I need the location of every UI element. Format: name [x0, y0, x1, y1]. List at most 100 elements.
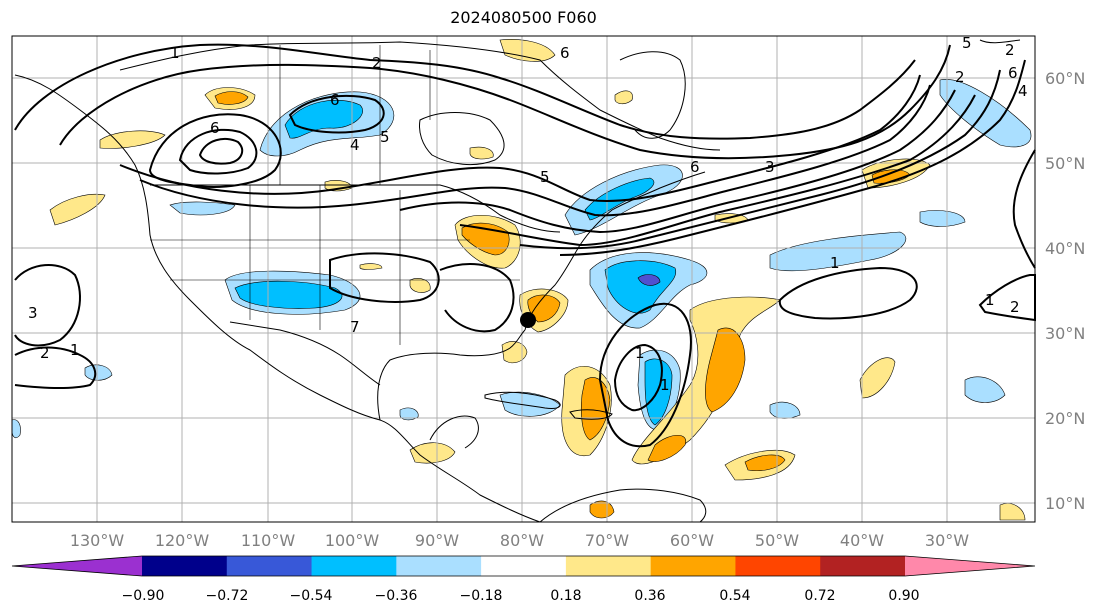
cbar-tick-label: −0.18 — [460, 588, 503, 604]
pos-region-pacific-2 — [99, 130, 166, 149]
pos-region-small-4 — [589, 500, 615, 519]
map-title: 2024080500 F060 — [450, 8, 597, 27]
contour-label: 6 — [690, 158, 700, 176]
cuba — [484, 391, 561, 409]
colorbar-segment — [565, 556, 652, 576]
lon-label: 50°W — [755, 531, 799, 550]
pos-region-east-2 — [859, 357, 896, 399]
neg-region-small-7 — [399, 407, 419, 421]
contour-caribbean-low-inner — [613, 343, 663, 412]
map-frame — [11, 35, 1036, 523]
pos-region-central-am — [409, 442, 456, 464]
latitude-labels: 60°N 50°N 40°N 30°N 20°N 10°N — [1045, 69, 1085, 513]
contour-low-w-inner2 — [198, 137, 244, 165]
contour-label: 2 — [1005, 41, 1015, 59]
contour-west-loop — [14, 263, 81, 347]
cbar-tick-label: −0.36 — [375, 588, 418, 604]
neg-region-small-2 — [964, 376, 1006, 403]
gulf-coast — [377, 329, 526, 421]
greenland-coast — [979, 39, 1021, 44]
neg-region-caribbean-core — [644, 358, 673, 426]
pos-region-small-9 — [359, 263, 383, 270]
colorbar-segment — [311, 556, 397, 576]
contour-label: 6 — [1008, 64, 1018, 82]
contour-label: 6 — [560, 44, 570, 62]
contour-mid-us — [329, 252, 440, 303]
contour-band-1 — [119, 74, 921, 202]
us-mexico-border — [229, 321, 381, 386]
lon-label: 30°W — [925, 531, 969, 550]
colorbar-segment — [142, 556, 228, 576]
negative-shading — [11, 79, 1032, 439]
contour-label: 3 — [765, 158, 775, 176]
contour-caribbean-low — [598, 302, 692, 448]
colorbar-outline — [11, 555, 1036, 577]
contour-west-loop-2 — [14, 346, 97, 390]
lon-label: 100°W — [325, 531, 380, 550]
lat-label: 40°N — [1045, 239, 1085, 258]
lon-label: 70°W — [585, 531, 629, 550]
contour-label: 7 — [350, 318, 360, 336]
cbar-tick-label: −0.72 — [206, 588, 249, 604]
neg-region-southwest-core — [234, 280, 343, 309]
contour-band-4 — [459, 94, 976, 247]
contour-east-edge — [1012, 149, 1036, 269]
contour-label: 4 — [1018, 82, 1028, 100]
contour-se-us — [439, 263, 515, 333]
us-canada-border — [150, 184, 561, 233]
contour-label: 2 — [955, 68, 965, 86]
contour-band-6 — [559, 59, 1026, 256]
pos-region-mid-atlantic-core — [744, 454, 786, 471]
colorbar-segment — [735, 556, 821, 576]
colorbar-segment — [481, 556, 567, 576]
contour-label: 1 — [985, 291, 995, 309]
lon-label: 120°W — [155, 531, 210, 550]
contour-label: 5 — [962, 34, 972, 52]
colorbar-segment — [396, 556, 482, 576]
lat-label: 60°N — [1045, 69, 1085, 88]
storm-center-marker — [520, 312, 536, 328]
lon-label: 90°W — [415, 531, 459, 550]
lat-label: 50°N — [1045, 154, 1085, 173]
lat-label: 10°N — [1045, 494, 1085, 513]
us-east-coast — [524, 171, 706, 331]
contour-label: 4 — [350, 136, 360, 154]
colorbar-segment — [820, 556, 906, 576]
contour-high-c — [288, 94, 385, 134]
colorbar-extend-low — [12, 556, 142, 576]
cbar-tick-label: 0.36 — [634, 588, 665, 604]
south-america-north — [539, 488, 707, 523]
contour-labels: 1 2 6 6 6 4 5 5 6 2 5 3 1 1 1 2 3 2 1 2 … — [28, 34, 1028, 394]
lon-label: 130°W — [70, 531, 125, 550]
contour-label: 1 — [635, 344, 645, 362]
cbar-tick-label: 0.18 — [550, 588, 581, 604]
contour-label: 1 — [170, 44, 180, 62]
neg-region-atlantic-deep — [637, 274, 661, 286]
contour-label: 2 — [40, 344, 50, 362]
neg-region-mid-atlantic — [769, 231, 907, 272]
contour-label: 1 — [830, 254, 840, 272]
north-america-west-coast — [14, 74, 541, 523]
labrador — [619, 51, 686, 139]
contour-band-5 — [519, 69, 1001, 250]
contour-label: 5 — [540, 168, 550, 186]
cbar-tick-label: −0.54 — [290, 588, 333, 604]
lon-label: 80°W — [500, 531, 544, 550]
contour-label: 2 — [1010, 298, 1020, 316]
pos-region-bc-core — [214, 91, 249, 105]
coastlines — [14, 39, 1021, 523]
contour-label: 5 — [380, 128, 390, 146]
longitude-labels: 130°W 120°W 110°W 100°W 90°W 80°W 70°W 6… — [70, 531, 969, 550]
neg-region-small-1 — [919, 210, 966, 227]
cbar-tick-label: 0.72 — [804, 588, 835, 604]
contour-label: 1 — [660, 376, 670, 394]
contour-1-north — [14, 43, 916, 140]
lat-label: 20°N — [1045, 409, 1085, 428]
cbar-tick-label: 0.90 — [888, 588, 919, 604]
pos-region-small-1 — [469, 146, 494, 160]
contour-band-2 — [139, 84, 931, 217]
lon-label: 110°W — [241, 531, 296, 550]
contour-central-atlantic — [778, 266, 918, 320]
pos-region-pacific-1 — [49, 193, 106, 226]
